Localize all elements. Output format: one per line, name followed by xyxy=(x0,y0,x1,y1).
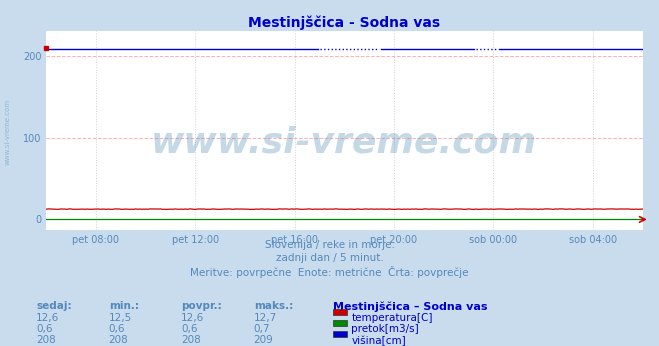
Text: 0,7: 0,7 xyxy=(254,324,270,334)
Text: 208: 208 xyxy=(181,335,201,345)
Text: 208: 208 xyxy=(109,335,129,345)
Text: Mestinjščica – Sodna vas: Mestinjščica – Sodna vas xyxy=(333,301,487,311)
Text: sedaj:: sedaj: xyxy=(36,301,72,311)
Text: 12,7: 12,7 xyxy=(254,313,277,323)
Text: pretok[m3/s]: pretok[m3/s] xyxy=(351,324,419,334)
Text: Meritve: povrpečne  Enote: metrične  Črta: povprečje: Meritve: povrpečne Enote: metrične Črta:… xyxy=(190,266,469,278)
Text: 12,5: 12,5 xyxy=(109,313,132,323)
Text: zadnji dan / 5 minut.: zadnji dan / 5 minut. xyxy=(275,253,384,263)
Text: 208: 208 xyxy=(36,335,56,345)
Text: www.si-vreme.com: www.si-vreme.com xyxy=(5,98,11,165)
Text: 12,6: 12,6 xyxy=(36,313,59,323)
Text: maks.:: maks.: xyxy=(254,301,293,311)
Text: www.si-vreme.com: www.si-vreme.com xyxy=(152,126,537,160)
Text: 209: 209 xyxy=(254,335,273,345)
Title: Mestinjščica - Sodna vas: Mestinjščica - Sodna vas xyxy=(248,16,440,30)
Text: 12,6: 12,6 xyxy=(181,313,204,323)
Text: 0,6: 0,6 xyxy=(109,324,125,334)
Text: Slovenija / reke in morje.: Slovenija / reke in morje. xyxy=(264,240,395,251)
Text: višina[cm]: višina[cm] xyxy=(351,335,406,346)
Text: povpr.:: povpr.: xyxy=(181,301,222,311)
Text: min.:: min.: xyxy=(109,301,139,311)
Text: 0,6: 0,6 xyxy=(181,324,198,334)
Text: temperatura[C]: temperatura[C] xyxy=(351,313,433,323)
Text: 0,6: 0,6 xyxy=(36,324,53,334)
